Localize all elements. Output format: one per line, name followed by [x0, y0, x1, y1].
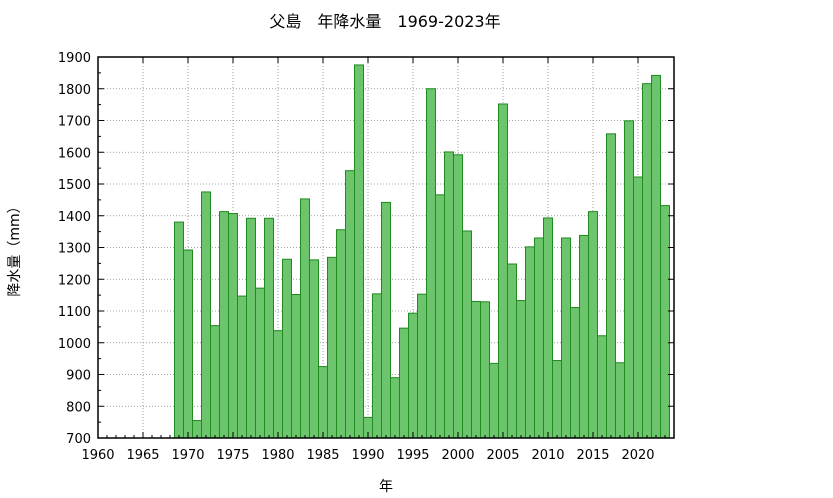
- bar-1989: [354, 64, 364, 439]
- bar-2011: [552, 360, 562, 439]
- bar-1996: [417, 293, 427, 439]
- bar-1976: [237, 295, 247, 439]
- y-tick-label: 1900: [58, 51, 91, 66]
- bar-2003: [480, 301, 490, 439]
- bar-1988: [345, 170, 355, 439]
- bar-2009: [534, 237, 544, 439]
- y-tick-label: 1300: [58, 242, 91, 257]
- bar-1975: [228, 213, 238, 439]
- bar-2020: [633, 176, 643, 439]
- bar-1986: [327, 256, 337, 439]
- x-tick-label: 1995: [396, 448, 429, 463]
- x-tick-label: 2010: [531, 448, 564, 463]
- bar-1974: [219, 211, 229, 439]
- bar-2012: [561, 237, 571, 439]
- y-tick-label: 1800: [58, 83, 91, 98]
- bar-1983: [300, 198, 310, 439]
- x-tick-labels: 1960 1965 1970 1975 1980 1985 1990 1995 2000 2005…: [81, 448, 654, 463]
- bar-2021: [642, 83, 652, 439]
- bar-1985: [318, 366, 328, 439]
- bar-1992: [381, 201, 391, 439]
- bar-1995: [408, 312, 418, 439]
- bar-1991: [372, 293, 382, 439]
- bar-2016: [597, 335, 607, 439]
- x-tick-label: 1990: [351, 448, 384, 463]
- bar-2004: [489, 362, 499, 439]
- x-axis-label: 年: [379, 479, 393, 495]
- bar-1969: [174, 221, 184, 439]
- bar-2000: [453, 154, 463, 439]
- bar-1987: [336, 229, 346, 439]
- x-tick-label: 2000: [441, 448, 474, 463]
- bar-1994: [399, 327, 409, 439]
- y-tick-label: 1600: [58, 146, 91, 161]
- bar-2019: [624, 120, 634, 439]
- x-tick-label: 2005: [486, 448, 519, 463]
- bar-2017: [606, 133, 616, 439]
- bar-2023: [660, 205, 670, 439]
- y-axis-label: 降水量（mm）: [7, 199, 23, 296]
- bar-2010: [543, 217, 553, 439]
- x-tick-label: 1980: [261, 448, 294, 463]
- x-tick-label: 1970: [171, 448, 204, 463]
- bars: [174, 64, 670, 439]
- bar-2013: [570, 307, 580, 439]
- x-tick-label: 1975: [216, 448, 249, 463]
- y-tick-labels: 700 800 900 1000 1100 1200 1300 1400 1500 1600 170…: [58, 51, 91, 447]
- bar-1979: [264, 217, 274, 439]
- y-tick-label: 1100: [58, 305, 91, 320]
- bar-1980: [273, 330, 283, 439]
- bar-1997: [426, 88, 436, 439]
- bar-1998: [435, 194, 445, 439]
- bar-2022: [651, 74, 661, 439]
- bar-1972: [201, 191, 211, 439]
- x-tick-label: 2020: [621, 448, 654, 463]
- bar-1999: [444, 151, 454, 439]
- x-tick-label: 1985: [306, 448, 339, 463]
- y-tick-label: 700: [66, 432, 91, 447]
- bar-1977: [246, 217, 256, 439]
- bar-1970: [183, 249, 193, 439]
- bar-2002: [471, 300, 481, 439]
- bar-1993: [390, 377, 400, 439]
- bar-1982: [291, 293, 301, 439]
- y-tick-label: 900: [66, 369, 91, 384]
- bar-1984: [309, 259, 319, 439]
- bar-1981: [282, 258, 292, 439]
- y-tick-label: 1500: [58, 178, 91, 193]
- bar-2006: [507, 263, 517, 439]
- bar-2008: [525, 246, 535, 439]
- x-tick-label: 1960: [81, 448, 114, 463]
- bar-2001: [462, 230, 472, 439]
- bar-1973: [210, 325, 220, 439]
- x-tick-label: 1965: [126, 448, 159, 463]
- bar-1978: [255, 287, 265, 439]
- chart-title: 父島 年降水量 1969-2023年: [269, 12, 500, 31]
- y-tick-label: 1000: [58, 337, 91, 352]
- y-tick-label: 1200: [58, 273, 91, 288]
- bar-2015: [588, 211, 598, 439]
- bar-2007: [516, 300, 526, 439]
- bar-2005: [498, 103, 508, 439]
- x-tick-label: 2015: [576, 448, 609, 463]
- y-tick-label: 800: [66, 400, 91, 415]
- y-tick-label: 1700: [58, 115, 91, 130]
- bar-2018: [615, 362, 625, 439]
- y-tick-label: 1400: [58, 210, 91, 225]
- axis-ticks: [97, 56, 675, 439]
- bar-2014: [579, 234, 589, 439]
